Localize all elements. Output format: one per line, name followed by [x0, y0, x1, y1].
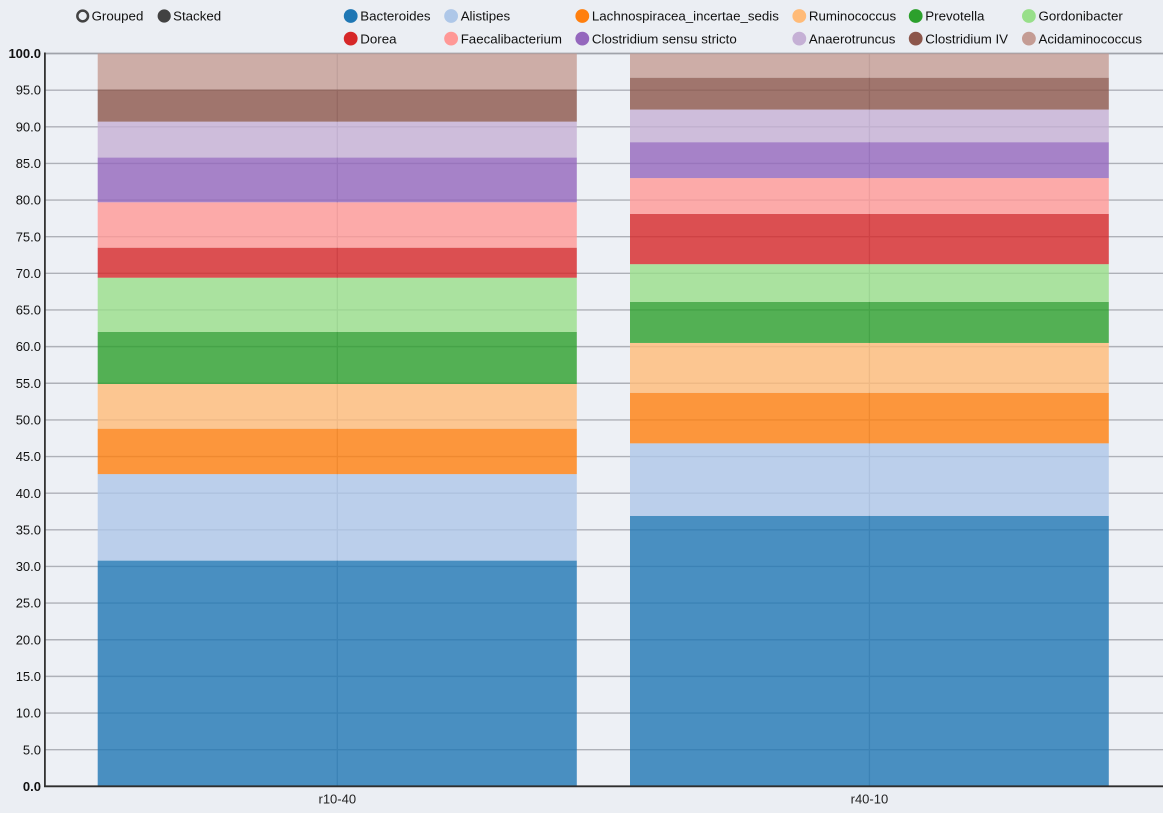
svg-text:65.0: 65.0: [16, 303, 41, 318]
svg-text:Clostridium IV: Clostridium IV: [925, 31, 1008, 46]
svg-text:40.0: 40.0: [16, 486, 41, 501]
svg-text:Grouped: Grouped: [92, 9, 144, 24]
svg-text:25.0: 25.0: [16, 596, 41, 611]
svg-text:20.0: 20.0: [16, 632, 41, 647]
svg-text:70.0: 70.0: [16, 266, 41, 281]
svg-text:15.0: 15.0: [16, 669, 41, 684]
svg-text:Bacteroides: Bacteroides: [360, 9, 431, 24]
svg-text:Lachnospiracea_incertae_sedis: Lachnospiracea_incertae_sedis: [592, 9, 779, 24]
svg-text:Acidaminococcus: Acidaminococcus: [1039, 31, 1143, 46]
svg-text:45.0: 45.0: [16, 449, 41, 464]
svg-text:Dorea: Dorea: [360, 31, 397, 46]
svg-text:Clostridium sensu stricto: Clostridium sensu stricto: [592, 31, 737, 46]
svg-text:30.0: 30.0: [16, 559, 41, 574]
svg-text:95.0: 95.0: [16, 83, 41, 98]
svg-text:Ruminococcus: Ruminococcus: [809, 9, 897, 24]
svg-text:r10-40: r10-40: [319, 792, 357, 807]
svg-text:r40-10: r40-10: [851, 792, 889, 807]
svg-text:75.0: 75.0: [16, 229, 41, 244]
svg-text:55.0: 55.0: [16, 376, 41, 391]
svg-text:0.0: 0.0: [23, 779, 41, 794]
svg-text:90.0: 90.0: [16, 119, 41, 134]
svg-text:Prevotella: Prevotella: [925, 9, 985, 24]
svg-text:Gordonibacter: Gordonibacter: [1039, 9, 1124, 24]
svg-text:5.0: 5.0: [23, 742, 41, 757]
svg-text:10.0: 10.0: [16, 706, 41, 721]
svg-text:100.0: 100.0: [8, 46, 41, 61]
svg-text:85.0: 85.0: [16, 156, 41, 171]
svg-text:Stacked: Stacked: [173, 9, 221, 24]
svg-text:60.0: 60.0: [16, 339, 41, 354]
svg-text:50.0: 50.0: [16, 413, 41, 428]
svg-text:35.0: 35.0: [16, 522, 41, 537]
svg-text:80.0: 80.0: [16, 193, 41, 208]
svg-text:Anaerotruncus: Anaerotruncus: [809, 31, 896, 46]
svg-text:Faecalibacterium: Faecalibacterium: [461, 31, 562, 46]
svg-text:Alistipes: Alistipes: [461, 9, 511, 24]
